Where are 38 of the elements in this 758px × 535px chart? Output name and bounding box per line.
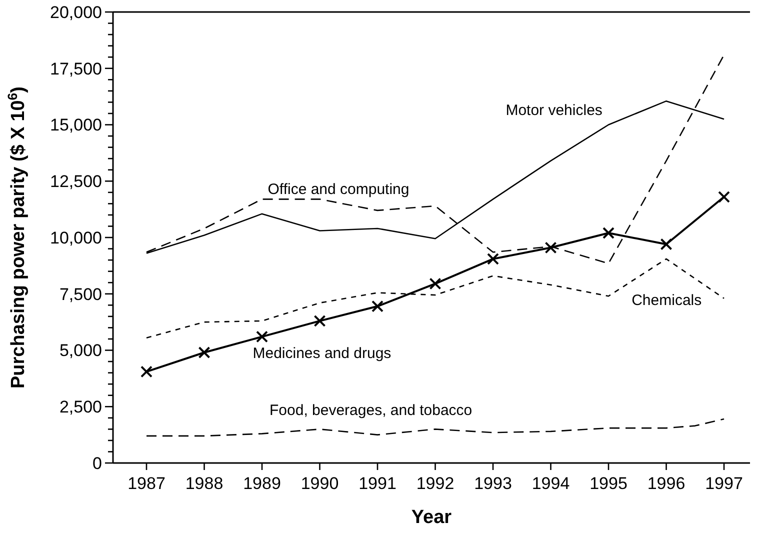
series-label: Food, beverages, and tobacco (270, 402, 472, 419)
x-tick-label: 1994 (532, 474, 570, 493)
line-series (146, 418, 725, 437)
x-tick-label: 1989 (243, 474, 281, 493)
x-tick-label: 1993 (474, 474, 512, 493)
x-tick-label: 1987 (128, 474, 166, 493)
x-tick-label: 1997 (705, 474, 743, 493)
y-tick-label: 20,000 (50, 2, 102, 22)
point (429, 278, 442, 290)
x-tick-label: 1990 (300, 474, 339, 493)
series-label: Office and computing (268, 180, 410, 198)
point (602, 226, 615, 239)
point (718, 190, 730, 203)
point (544, 242, 557, 254)
x-tick-label: 1988 (185, 474, 224, 493)
y-tick-label: 0 (92, 454, 102, 473)
series-label: Medicines and drugs (252, 344, 392, 362)
y-tick-label: 2,500 (59, 398, 102, 417)
y-tick-label: 10,000 (50, 228, 102, 248)
point (660, 238, 672, 250)
point (314, 314, 326, 327)
point (198, 346, 210, 359)
y-tick-label: 12,500 (50, 172, 102, 192)
series-label: Motor vehicles (506, 102, 602, 120)
y-tick-label: 7,500 (59, 284, 102, 304)
x-axis-title: Year (411, 507, 452, 528)
y-tick-label: 17,500 (50, 59, 102, 78)
point (256, 330, 268, 343)
point (372, 300, 384, 312)
y-tick-label: 5,000 (59, 341, 102, 360)
y-tick-label: 15,000 (50, 116, 102, 135)
x-tick-label: 1991 (358, 474, 396, 493)
x-tick-label: 1992 (416, 474, 454, 493)
x-tick-label: 1996 (647, 474, 686, 493)
x-tick-label: 1995 (590, 474, 628, 493)
point (487, 252, 500, 265)
series-label: Chemicals (632, 292, 702, 310)
point (140, 366, 152, 378)
